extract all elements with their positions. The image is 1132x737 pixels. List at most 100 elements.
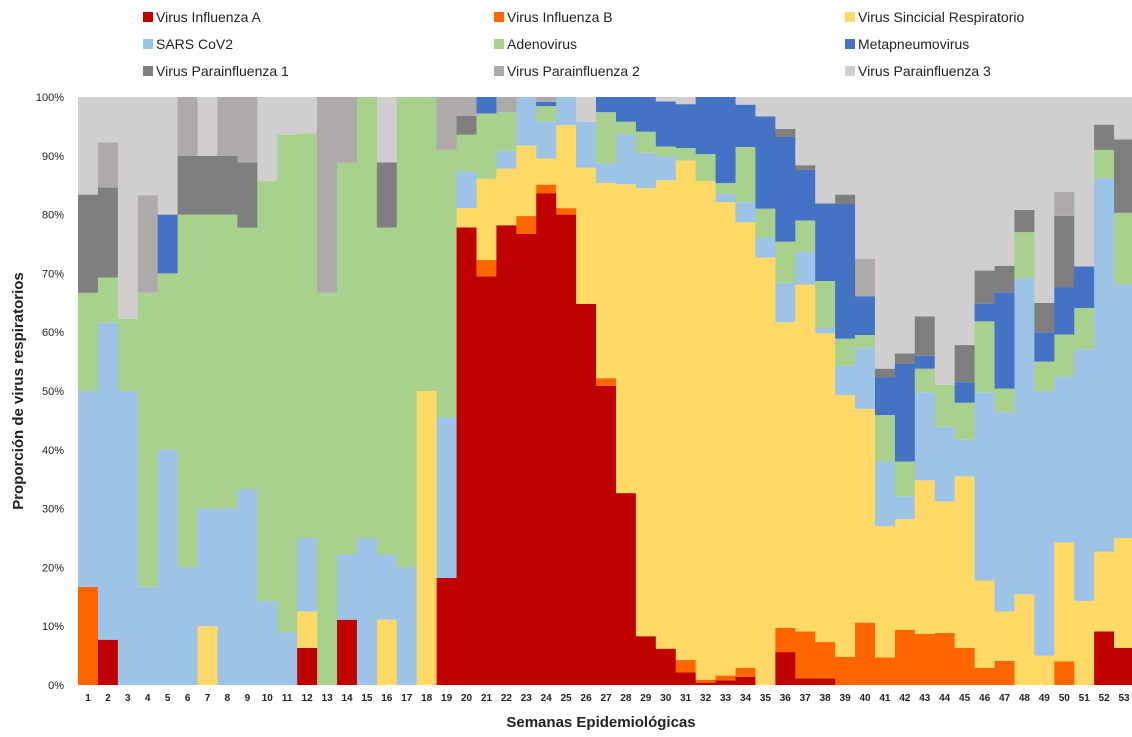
bar-segment-week-27-virus-influenza-b (596, 378, 617, 386)
bar-segment-week-38-virus-influenza-a (815, 678, 836, 685)
x-tick-label: 27 (600, 693, 612, 704)
bar-segment-week-31-virus-parainfluenza-3 (675, 97, 697, 105)
bar-segment-week-25-virus-influenza-a (556, 214, 577, 685)
bar-segment-week-46-virus-sincicial-respiratorio (974, 580, 995, 668)
bar-segment-week-22-sars-cov2 (496, 150, 517, 169)
x-tick-label: 28 (620, 693, 632, 704)
bar-segment-week-31-metapneumovirus (675, 104, 697, 149)
x-tick-label: 53 (1118, 693, 1130, 704)
bar-segment-week-3-virus-parainfluenza-3 (117, 97, 139, 319)
x-tick-label: 3 (125, 693, 131, 704)
bar-segment-week-48-sars-cov2 (1014, 278, 1035, 595)
bar-segment-week-46-adenovirus (974, 321, 995, 393)
bar-segment-week-25-sars-cov2 (556, 97, 577, 126)
x-tick-label: 17 (401, 693, 413, 704)
bar-segment-week-48-virus-parainfluenza-1 (1014, 209, 1035, 233)
bar-segment-week-53-virus-parainfluenza-1 (1114, 139, 1132, 213)
bar-segment-week-40-virus-influenza-b (855, 622, 876, 685)
bar-segment-week-18-adenovirus (416, 97, 438, 391)
bar-segment-week-27-virus-influenza-a (596, 385, 617, 685)
bar-segment-week-12-adenovirus (297, 133, 318, 538)
bar-segment-week-34-virus-influenza-a (735, 676, 756, 685)
bar-segment-week-29-adenovirus (635, 131, 657, 153)
bar-segment-week-25-virus-sincicial-respiratorio (556, 125, 577, 209)
bar-segment-week-28-metapneumovirus (615, 97, 637, 122)
bar-segment-week-16-adenovirus (376, 227, 398, 555)
bar-segment-week-2-virus-parainfluenza-3 (97, 97, 119, 143)
legend-item-virus-influenza-b: Virus Influenza B (494, 9, 613, 25)
bar-segment-week-29-virus-influenza-a (635, 636, 657, 685)
bar-segment-week-45-metapneumovirus (954, 382, 975, 403)
bar-segment-week-47-virus-influenza-b (994, 660, 1015, 685)
y-tick-label: 60% (42, 327, 64, 339)
bar-segment-week-34-virus-parainfluenza-3 (735, 97, 756, 105)
x-tick-label: 39 (840, 693, 852, 704)
bar-segment-week-34-virus-sincicial-respiratorio (735, 222, 756, 668)
bar-segment-week-43-metapneumovirus (914, 355, 936, 369)
bar-segment-week-6-virus-parainfluenza-1 (177, 155, 198, 215)
legend-item-virus-influenza-a: Virus Influenza A (143, 9, 261, 25)
x-tick-label: 9 (245, 693, 251, 704)
bar-segment-week-35-virus-parainfluenza-3 (755, 97, 776, 117)
y-axis: 0% 10% 20% 30% 40% 50% 60% 70% 80% 90% 100% (36, 92, 64, 692)
bar-segment-week-45-virus-sincicial-respiratorio (954, 476, 975, 648)
bar-segment-week-46-metapneumovirus (974, 303, 995, 322)
bar-segment-week-8-adenovirus (217, 214, 238, 509)
legend-item-virus-parainfluenza-2: Virus Parainfluenza 2 (494, 63, 640, 79)
bar-segment-week-43-virus-influenza-b (914, 633, 936, 685)
x-tick-label: 40 (859, 693, 871, 704)
x-tick-label: 46 (979, 693, 991, 704)
bar-segment-week-32-virus-influenza-b (695, 679, 716, 683)
x-tick-label: 43 (919, 693, 931, 704)
legend-item-virus-parainfluenza-1: Virus Parainfluenza 1 (143, 63, 289, 79)
bar-segment-week-5-metapneumovirus (157, 214, 179, 274)
legend-label: Adenovirus (507, 36, 577, 52)
x-tick-label: 38 (820, 693, 832, 704)
bar-segment-week-26-virus-parainfluenza-3 (576, 97, 597, 122)
x-tick-label: 35 (760, 693, 772, 704)
x-tick-label: 13 (322, 693, 334, 704)
bar-segment-week-16-sars-cov2 (376, 554, 398, 620)
bar-segment-week-19-sars-cov2 (436, 417, 457, 578)
bar-segment-week-34-metapneumovirus (735, 104, 756, 147)
x-tick-label: 22 (501, 693, 513, 704)
bar-segment-week-6-sars-cov2 (177, 567, 198, 685)
bar-segment-week-49-metapneumovirus (1034, 332, 1055, 362)
bar-segment-week-24-virus-influenza-a (536, 193, 557, 686)
legend-label: Virus Parainfluenza 1 (156, 63, 289, 79)
x-tick-label: 23 (521, 693, 533, 704)
bar-segment-week-10-adenovirus (257, 181, 278, 601)
bar-segment-week-50-virus-parainfluenza-3 (1054, 97, 1075, 193)
bar-segment-week-24-virus-parainfluenza-2 (536, 97, 557, 102)
bar-segment-week-53-sars-cov2 (1114, 283, 1132, 538)
y-tick-label: 90% (42, 151, 64, 163)
x-tick-label: 16 (381, 693, 393, 704)
bar-segment-week-1-sars-cov2 (78, 391, 99, 587)
y-tick-label: 30% (42, 504, 64, 516)
bar-segment-week-36-virus-parainfluenza-1 (775, 128, 796, 137)
bar-segment-week-26-virus-sincicial-respiratorio (576, 167, 597, 304)
bar-segment-week-53-virus-parainfluenza-3 (1114, 97, 1132, 140)
bar-segment-week-18-virus-sincicial-respiratorio (416, 391, 438, 685)
bar-segment-week-19-virus-influenza-a (436, 577, 457, 685)
bar-segment-week-19-virus-parainfluenza-2 (436, 97, 457, 150)
bar-segment-week-20-adenovirus (456, 134, 477, 172)
bar-segment-week-24-adenovirus (536, 106, 557, 122)
bar-segment-week-2-adenovirus (97, 277, 119, 323)
bar-segment-week-41-sars-cov2 (874, 461, 896, 527)
bar-segment-week-33-virus-sincicial-respiratorio (715, 202, 736, 676)
bar-segment-week-4-virus-parainfluenza-2 (137, 195, 159, 293)
x-tick-label: 30 (660, 693, 672, 704)
y-tick-label: 50% (42, 386, 64, 398)
bar-segment-week-35-metapneumovirus (755, 116, 776, 209)
x-axis: 1 2 3 4 5 6 7 8 9 10 11 12 13 14 15 16 17 18 19 20 21 22 23 24 2… (85, 693, 1130, 704)
bar-segment-week-47-virus-parainfluenza-3 (994, 97, 1015, 266)
bar-segment-week-34-adenovirus (735, 146, 756, 203)
bar-segment-week-22-virus-sincicial-respiratorio (496, 168, 517, 226)
bar-segment-week-51-sars-cov2 (1074, 349, 1095, 601)
bar-segment-week-53-adenovirus (1114, 212, 1132, 284)
bar-segment-week-22-virus-parainfluenza-2 (496, 97, 517, 113)
legend-swatch (845, 12, 855, 22)
bar-segment-week-51-virus-parainfluenza-3 (1074, 97, 1095, 267)
